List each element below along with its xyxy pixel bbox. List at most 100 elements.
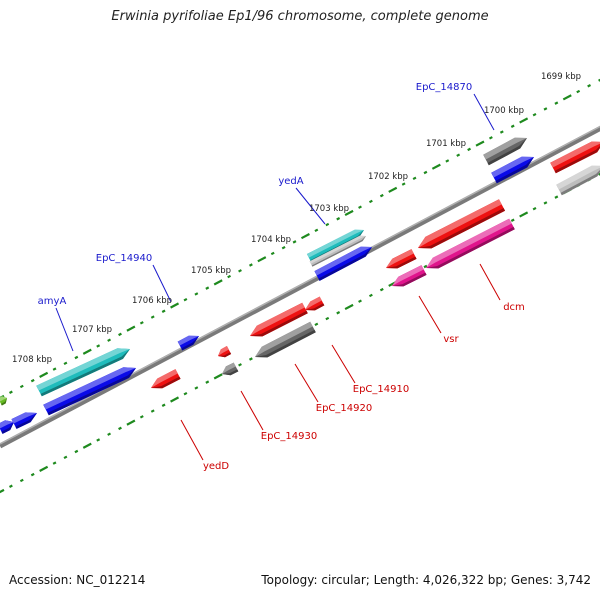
gene-label: EpC_14940 xyxy=(96,253,152,264)
track-tick-minor xyxy=(63,361,68,366)
track-tick-major xyxy=(126,419,136,426)
track-tick-major xyxy=(344,209,354,217)
leader-line xyxy=(295,187,326,225)
EpC_14920-gene-gray xyxy=(255,321,316,358)
amyA-gene xyxy=(36,348,131,397)
gene-blue-edge-1 xyxy=(0,420,15,434)
scale-label: 1705 kbp xyxy=(191,266,231,276)
track-tick-minor xyxy=(358,205,362,209)
track-tick-minor xyxy=(598,172,600,176)
track-tick-minor xyxy=(456,153,461,157)
scale-label: 1704 kbp xyxy=(251,235,291,245)
track-tick-minor xyxy=(30,472,35,477)
track-tick-minor xyxy=(238,363,242,367)
gene-green-edge xyxy=(0,396,7,406)
scale-label: 1702 kbp xyxy=(368,172,408,182)
yedA-gene-blue xyxy=(314,246,372,281)
track-tick-minor xyxy=(161,403,166,407)
dcm-gene-magenta xyxy=(426,218,515,269)
leader-line xyxy=(294,363,319,403)
leader-line xyxy=(418,295,442,334)
track-tick-minor xyxy=(532,206,537,211)
track-tick-minor xyxy=(107,338,112,342)
track-tick-minor xyxy=(248,263,253,267)
leader-line xyxy=(180,419,204,461)
gene-label: dcm xyxy=(503,302,525,313)
leader-line xyxy=(240,390,264,431)
track-tick-minor xyxy=(227,274,232,279)
track-tick-minor xyxy=(150,409,155,413)
track-tick-minor xyxy=(281,245,286,250)
track-tick-minor xyxy=(74,355,79,360)
track-tick-minor xyxy=(554,195,559,199)
gene-label: yedD xyxy=(203,461,229,472)
track-tick-major xyxy=(388,186,398,193)
track-tick-minor xyxy=(510,124,515,128)
EpC_14870-gene xyxy=(483,137,527,166)
label-leaders xyxy=(55,93,501,461)
track-tick-major xyxy=(344,303,354,311)
track-tick-minor xyxy=(194,292,199,296)
EpC_14920-gene-red xyxy=(250,302,308,337)
yedA-gene-cyan xyxy=(306,229,364,262)
track-tick-minor xyxy=(499,130,504,134)
leader-line xyxy=(152,264,172,303)
track-tick-minor xyxy=(587,84,592,88)
track-tick-minor xyxy=(183,391,188,396)
track-tick-minor xyxy=(96,438,101,442)
scale-label: 1706 kbp xyxy=(132,296,172,306)
track-tick-major xyxy=(39,371,49,378)
track-tick-minor xyxy=(194,386,199,390)
scale-labels: 1699 kbp 1700 kbp 1701 kbp 1702 kbp 1703 kbp… xyxy=(12,72,581,365)
map-title: Erwinia pyrifoliae Ep1/96 chromosome, co… xyxy=(111,9,489,24)
track-tick-major xyxy=(82,348,92,355)
yedA-gene-gray xyxy=(309,235,366,267)
track-tick-minor xyxy=(205,380,210,384)
gene-gray-right-edge xyxy=(556,165,600,196)
upper-tick-track xyxy=(0,78,600,400)
scale-label: 1707 kbp xyxy=(72,325,112,335)
leader-line xyxy=(473,93,495,131)
accession-text: Accession: NC_012214 xyxy=(9,573,146,587)
track-tick-minor xyxy=(161,309,166,313)
yedD-gene xyxy=(151,369,181,389)
track-tick-minor xyxy=(423,264,428,269)
scale-label: 1700 kbp xyxy=(484,106,524,116)
EpC_14930-gene-red xyxy=(218,346,232,358)
gene-red-right-edge xyxy=(550,141,600,174)
track-tick-minor xyxy=(74,449,79,454)
scale-label: 1701 kbp xyxy=(426,139,466,149)
EpC_14870-gene-blue xyxy=(491,156,534,184)
track-tick-minor xyxy=(107,432,112,436)
track-tick-major xyxy=(431,163,441,170)
track-tick-minor xyxy=(488,136,493,140)
track-tick-minor xyxy=(401,182,406,186)
track-tick-minor xyxy=(598,78,600,82)
vsr-gene-magenta xyxy=(392,265,427,287)
track-tick-minor xyxy=(368,293,373,298)
track-tick-minor xyxy=(19,478,24,483)
vsr-gene-red xyxy=(386,249,417,269)
track-tick-minor xyxy=(576,89,581,94)
track-tick-minor xyxy=(63,455,68,460)
track-tick-minor xyxy=(19,384,24,389)
track-tick-major xyxy=(39,465,49,472)
track-tick-minor xyxy=(467,147,472,152)
scale-label: 1708 kbp xyxy=(12,355,52,365)
track-tick-minor xyxy=(30,378,35,383)
dcm-gene-red xyxy=(418,199,506,249)
track-tick-minor xyxy=(139,415,144,419)
topology-text: Topology: circular; Length: 4,026,322 bp… xyxy=(261,573,591,587)
EpC_14910-gene xyxy=(305,296,325,311)
track-tick-minor xyxy=(358,299,362,303)
gene-label: EpC_14910 xyxy=(353,384,409,395)
track-tick-major xyxy=(475,140,485,147)
track-tick-minor xyxy=(543,107,548,111)
track-tick-minor xyxy=(379,193,384,198)
track-tick-major xyxy=(170,302,180,309)
track-tick-minor xyxy=(183,297,188,302)
track-tick-minor xyxy=(270,251,275,256)
track-tick-minor xyxy=(543,201,548,205)
gene-blue-edge-2 xyxy=(11,412,38,429)
